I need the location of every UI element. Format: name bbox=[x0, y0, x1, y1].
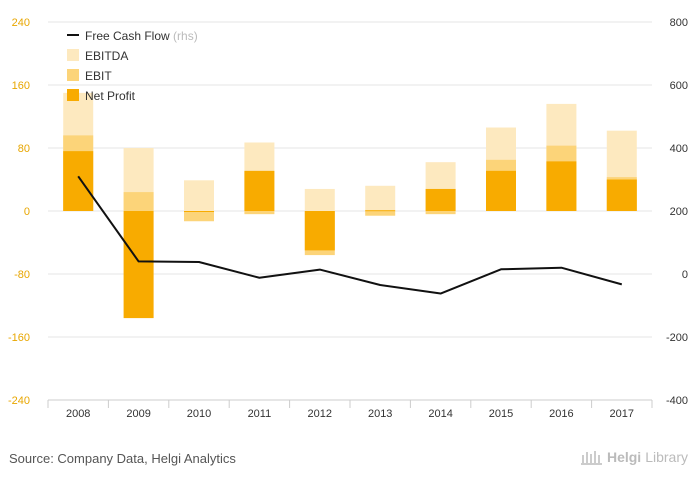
source-note: Source: Company Data, Helgi Analytics bbox=[9, 451, 236, 466]
bar-ebit bbox=[365, 211, 396, 216]
left-tick-label: 160 bbox=[12, 80, 30, 92]
x-tick-label: 2017 bbox=[610, 408, 634, 420]
bar-net-profit bbox=[546, 161, 577, 211]
left-tick-label: -160 bbox=[8, 332, 30, 344]
bar-net-profit bbox=[63, 151, 94, 211]
bar-ebit bbox=[123, 192, 154, 211]
right-tick-label: 600 bbox=[670, 80, 688, 92]
left-tick-label: 0 bbox=[24, 206, 30, 218]
bar-net-profit bbox=[365, 210, 396, 212]
bar-ebit bbox=[184, 211, 214, 222]
x-tick-label: 2015 bbox=[489, 408, 513, 420]
library-icon bbox=[580, 451, 602, 465]
right-tick-label: 0 bbox=[682, 269, 688, 281]
bar-net-profit bbox=[184, 211, 214, 212]
right-tick-label: -200 bbox=[666, 332, 688, 344]
bar-ebit bbox=[244, 211, 275, 215]
bar-net-profit bbox=[606, 179, 637, 211]
legend-swatch-ebit bbox=[67, 69, 79, 81]
left-tick-label: -80 bbox=[14, 269, 30, 281]
x-tick-label: 2014 bbox=[428, 408, 452, 420]
legend-swatch-ebitda bbox=[67, 49, 79, 61]
legend-label-ebit: EBIT bbox=[85, 69, 112, 83]
bar-net-profit bbox=[425, 188, 456, 211]
right-tick-label: -400 bbox=[666, 395, 688, 407]
bar-ebitda bbox=[365, 185, 396, 211]
x-tick-label: 2008 bbox=[66, 408, 90, 420]
bar-ebitda bbox=[184, 180, 214, 211]
bar-net-profit bbox=[486, 170, 516, 211]
x-tick-label: 2010 bbox=[187, 408, 211, 420]
legend-label-suffix: (rhs) bbox=[170, 29, 198, 43]
brand-name-bold: Helgi bbox=[606, 449, 642, 465]
right-tick-label: 400 bbox=[670, 143, 688, 155]
x-tick-label: 2013 bbox=[368, 408, 392, 420]
axes-group: 240160800-80-160-2408006004002000-200-40… bbox=[8, 17, 688, 420]
bar-ebit bbox=[425, 211, 456, 215]
x-tick-label: 2009 bbox=[126, 408, 150, 420]
bar-net-profit bbox=[304, 211, 335, 251]
left-tick-label: -240 bbox=[8, 395, 30, 407]
line-free-cash-flow bbox=[77, 175, 623, 295]
x-tick-label: 2011 bbox=[248, 408, 272, 420]
legend-label-ebitda: EBITDA bbox=[85, 49, 128, 63]
combo-chart: 240160800-80-160-2408006004002000-200-40… bbox=[8, 17, 688, 420]
brand-name-light: Library bbox=[645, 449, 688, 465]
legend-label-free-cash-flow: Free Cash Flow (rhs) bbox=[85, 29, 198, 43]
left-tick-label: 80 bbox=[18, 143, 30, 155]
brand-logo: Helgi Library bbox=[580, 449, 688, 465]
bar-ebitda bbox=[304, 188, 335, 211]
x-tick-label: 2012 bbox=[308, 408, 332, 420]
x-tick-label: 2016 bbox=[549, 408, 573, 420]
bar-series-group bbox=[63, 92, 637, 319]
line-series-group bbox=[77, 175, 623, 295]
left-tick-label: 240 bbox=[12, 17, 30, 29]
bar-net-profit bbox=[244, 170, 275, 211]
legend-swatch-net-profit bbox=[67, 89, 79, 101]
legend: Free Cash Flow (rhs) EBITDA EBIT Net Profit bbox=[67, 29, 198, 103]
legend-label-net-profit: Net Profit bbox=[85, 89, 136, 103]
bar-net-profit bbox=[123, 211, 154, 319]
right-tick-label: 200 bbox=[670, 206, 688, 218]
right-tick-label: 800 bbox=[670, 17, 688, 29]
